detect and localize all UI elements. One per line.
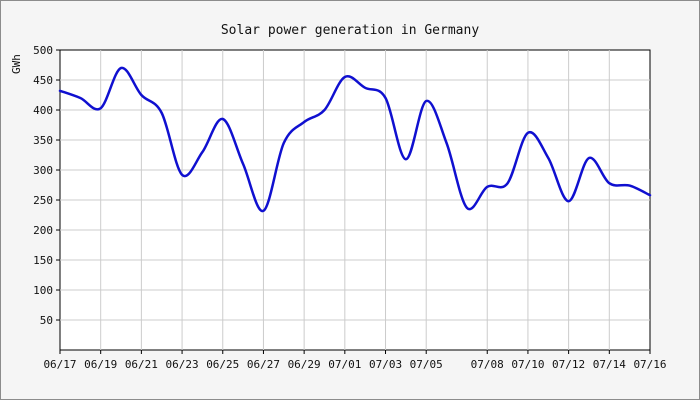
series-line-solar [58, 66, 652, 213]
x-tick-label: 06/25 [206, 358, 239, 371]
x-tick-label: 07/03 [369, 358, 402, 371]
x-tick-label: 07/10 [511, 358, 544, 371]
x-tick-label: 07/01 [328, 358, 361, 371]
chart-title: Solar power generation in Germany [221, 23, 479, 38]
x-tick-label: 06/17 [43, 358, 76, 371]
y-tick-label: 150 [33, 254, 53, 267]
x-tick-label: 07/12 [552, 358, 585, 371]
y-tick-label: 50 [40, 314, 53, 327]
y-tick-label: 100 [33, 284, 53, 297]
x-tick-label: 07/05 [410, 358, 443, 371]
y-tick-label: 250 [33, 194, 53, 207]
y-tick-label: 300 [33, 164, 53, 177]
x-tick-label: 07/14 [593, 358, 626, 371]
y-tick-label: 500 [33, 44, 53, 57]
x-tick-label: 07/16 [633, 358, 666, 371]
y-tick-label: 200 [33, 224, 53, 237]
x-tick-label: 06/29 [288, 358, 321, 371]
series-layer [58, 66, 652, 213]
y-tick-label: 350 [33, 134, 53, 147]
x-tick-labels: 06/17 06/19 06/21 06/23 06/25 06/27 06/29 07/01… [43, 358, 666, 371]
x-tick-label: 06/21 [125, 358, 158, 371]
x-tick-label: 07/08 [471, 358, 504, 371]
x-tick-label: 06/19 [84, 358, 117, 371]
x-tick-label: 06/27 [247, 358, 280, 371]
x-tick-label: 06/23 [166, 358, 199, 371]
y-tick-labels: 50 100 150 200 250 300 350 400 450 500 [33, 44, 53, 327]
y-axis-label: GWh [10, 54, 23, 74]
y-tick-label: 400 [33, 104, 53, 117]
y-tick-label: 450 [33, 74, 53, 87]
